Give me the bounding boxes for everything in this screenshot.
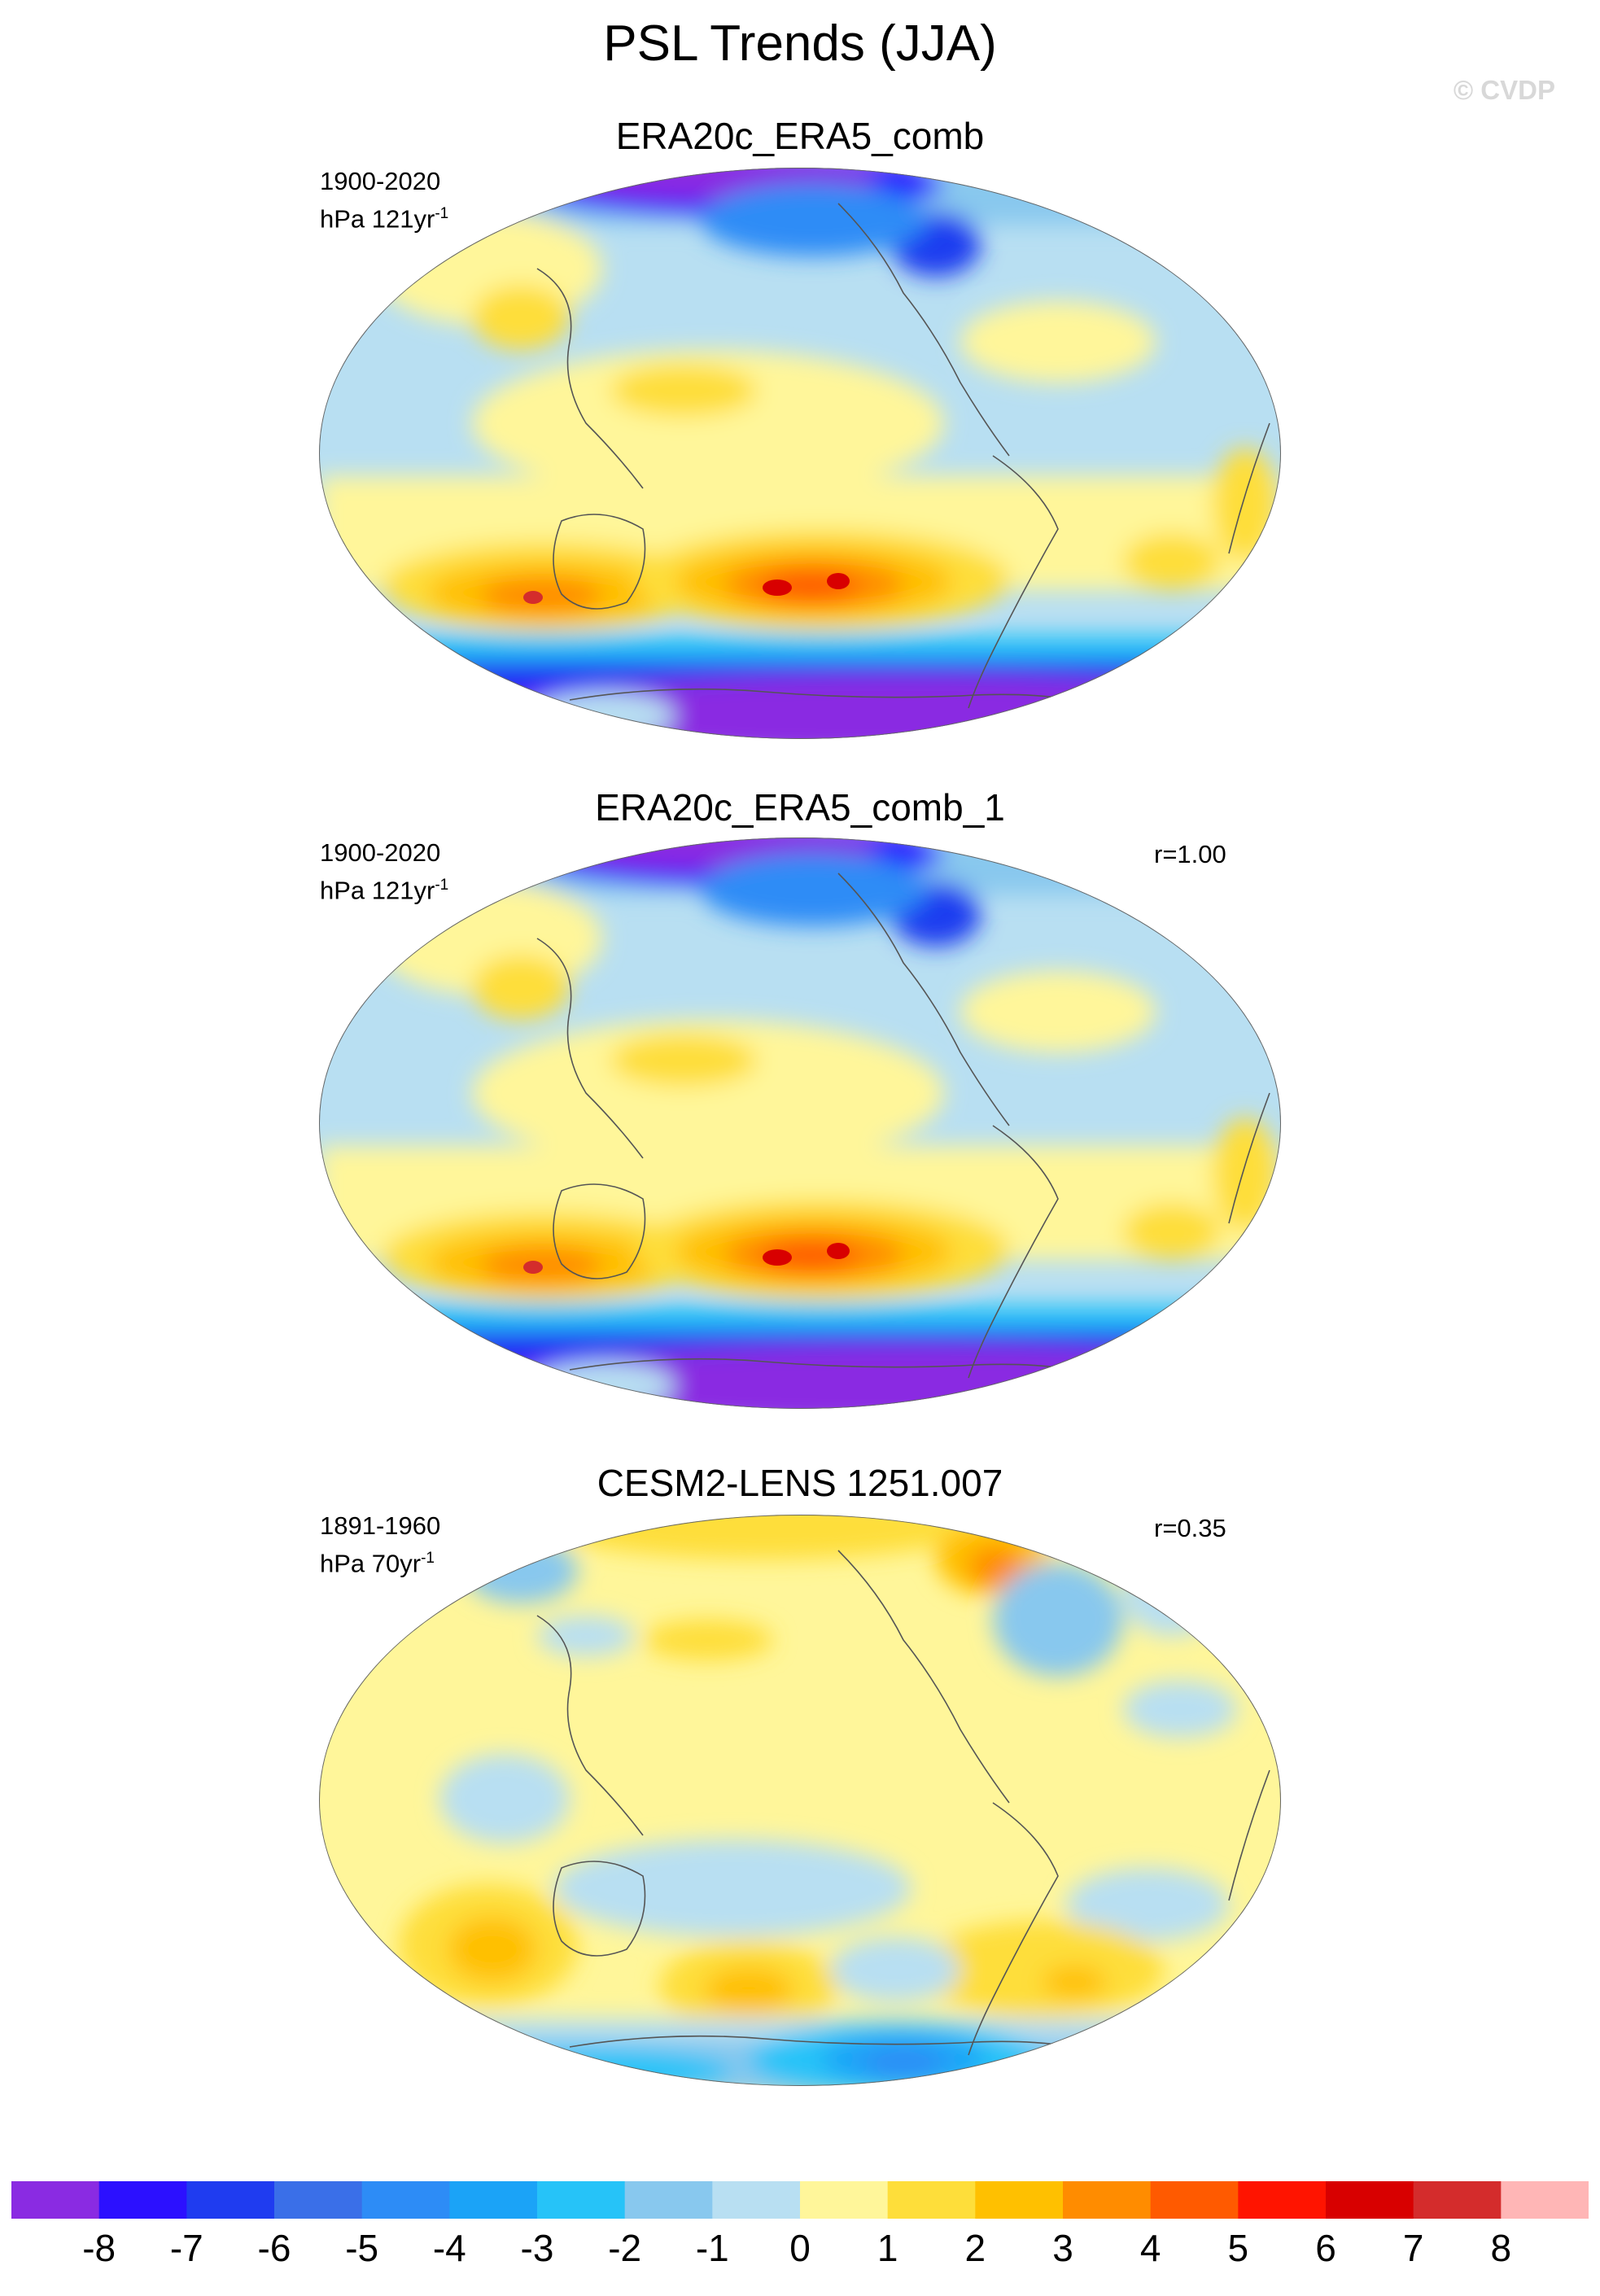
panel-1-period: 1900-2020	[320, 167, 441, 195]
colorbar-tick-label: -8	[82, 2227, 116, 2269]
colorbar-swatch	[887, 2181, 976, 2219]
panel-1-stats: 1900-2020 hPa 121yr-1	[320, 165, 448, 235]
colorbar-swatch	[361, 2181, 450, 2219]
colorbar-swatch	[800, 2181, 889, 2219]
colorbar-tick-label: -7	[169, 2227, 203, 2269]
map-panel-3	[319, 1515, 1281, 2086]
cvdp-watermark: © CVDP	[1453, 75, 1555, 105]
panel-3-title: CESM2-LENS 1251.007	[597, 1462, 1003, 1504]
colorbar-swatch	[1150, 2181, 1239, 2219]
panel-1-title: ERA20c_ERA5_comb	[615, 115, 985, 157]
colorbar-swatch	[274, 2181, 363, 2219]
panel-3-period: 1891-1960	[320, 1511, 441, 1540]
colorbar-swatch	[624, 2181, 713, 2219]
colorbar-tick-label: 0	[789, 2227, 811, 2269]
colorbar-swatch	[1501, 2181, 1589, 2219]
panel-3-correlation: r=0.35	[1154, 1514, 1226, 1542]
panel-2-period: 1900-2020	[320, 838, 441, 867]
colorbar-tick-label: 1	[877, 2227, 898, 2269]
panel-2-correlation: r=1.00	[1154, 840, 1226, 868]
colorbar-swatch	[1238, 2181, 1327, 2219]
panel-2-units: hPa 121yr-1	[320, 876, 449, 905]
map-panel-2	[319, 837, 1281, 1409]
panel-3-stats: 1891-1960 hPa 70yr-1	[320, 1510, 440, 1580]
colorbar-swatch	[712, 2181, 801, 2219]
figure-title: PSL Trends (JJA)	[603, 15, 997, 72]
colorbar-swatch	[11, 2181, 100, 2219]
colorbar-tick-label: 6	[1315, 2227, 1336, 2269]
colorbar-swatch	[1413, 2181, 1502, 2219]
colorbar-tick-label: 5	[1227, 2227, 1249, 2269]
colorbar	[11, 2181, 1589, 2219]
colorbar-tick-label: -5	[345, 2227, 379, 2269]
panel-1-units: hPa 121yr-1	[320, 204, 449, 234]
colorbar-swatch	[975, 2181, 1064, 2219]
colorbar-tick-label: 3	[1052, 2227, 1073, 2269]
panel-2-stats: 1900-2020 hPa 121yr-1	[320, 837, 448, 907]
colorbar-swatch	[449, 2181, 538, 2219]
colorbar-tick-label: -4	[432, 2227, 466, 2269]
colorbar-swatch	[537, 2181, 626, 2219]
colorbar-tick-label: 7	[1402, 2227, 1424, 2269]
colorbar-tick-label: -6	[257, 2227, 291, 2269]
colorbar-tick-label: 8	[1490, 2227, 1512, 2269]
maps-svg	[319, 168, 1281, 2086]
colorbar-tick-label: 4	[1139, 2227, 1161, 2269]
colorbar-tick-label: 2	[964, 2227, 986, 2269]
panel-2-title: ERA20c_ERA5_comb_1	[595, 786, 1005, 829]
colorbar-labels: -8 -7 -6 -5 -4 -3 -2 -1 0 1 2 3 4 5 6 7 8	[0, 2226, 1600, 2275]
panel-3-units: hPa 70yr-1	[320, 1549, 435, 1578]
colorbar-tick-label: -1	[695, 2227, 729, 2269]
colorbar-tick-label: -2	[608, 2227, 642, 2269]
map-panel-1	[319, 168, 1281, 739]
colorbar-swatch	[1063, 2181, 1152, 2219]
colorbar-swatch	[1326, 2181, 1414, 2219]
colorbar-swatch	[186, 2181, 275, 2219]
colorbar-tick-label: -3	[520, 2227, 554, 2269]
colorbar-swatch	[98, 2181, 187, 2219]
